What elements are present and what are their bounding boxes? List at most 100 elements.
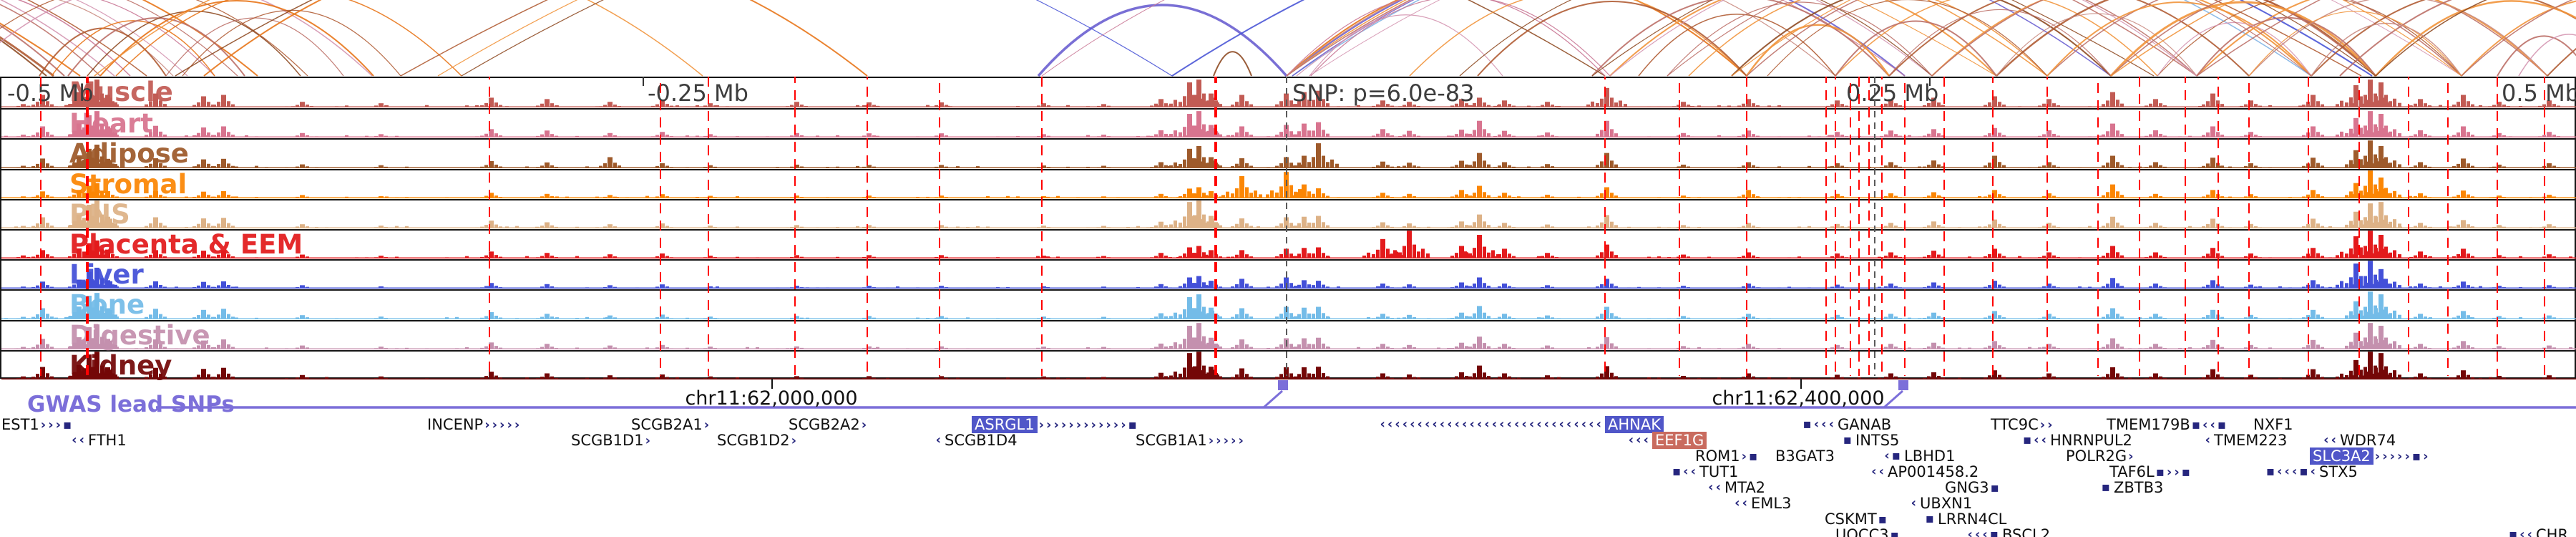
gene-item: ‹‹ MTA2 bbox=[1708, 479, 1766, 496]
gene-item: ‹‹ EML3 bbox=[1735, 495, 1791, 511]
interaction-arc bbox=[1996, 0, 2376, 77]
interaction-arc bbox=[1409, 0, 1747, 77]
interaction-arc bbox=[1591, 0, 2376, 77]
interaction-arc bbox=[1213, 51, 1252, 77]
gene-strand-arrows: ›› bbox=[2039, 417, 2055, 432]
signal-svg bbox=[1, 322, 2576, 349]
gene-item: ‹‹ WDR74 bbox=[2323, 432, 2396, 448]
track-row-liver: Liver bbox=[1, 259, 2576, 289]
interaction-arc bbox=[2046, 1, 2312, 77]
interaction-arc bbox=[1745, 24, 1890, 77]
interaction-arc bbox=[1746, 0, 2197, 77]
gene-label: GANAB bbox=[1838, 416, 1892, 433]
gene-strand-arrows: ››››››››››››▪ bbox=[1038, 417, 1139, 432]
gene-strand-arrows: › bbox=[861, 417, 869, 432]
gene-label: INTS5 bbox=[1855, 432, 1900, 449]
gene-label: MTA2 bbox=[1724, 479, 1766, 496]
gene-label: TUT1 bbox=[1699, 463, 1739, 480]
interaction-arc bbox=[1286, 0, 1606, 77]
gene-item: ‹ TMEM223 bbox=[2205, 432, 2288, 449]
interaction-arc bbox=[2375, 0, 2576, 77]
gene-item: SCGB2A2 › bbox=[789, 417, 869, 433]
gene-strand-arrows: ‹‹‹‹‹‹‹‹‹‹‹‹‹‹‹‹‹‹‹‹‹‹‹‹‹‹‹‹‹‹ bbox=[1380, 417, 1604, 432]
gene-strand-arrows: ▪ bbox=[1925, 511, 1936, 526]
gene-label: CSKMT bbox=[1825, 511, 1877, 528]
signal-svg bbox=[1, 111, 2576, 138]
track-label: Placenta & EEM bbox=[69, 229, 303, 260]
interaction-arc bbox=[0, 0, 373, 77]
signal-svg bbox=[1, 352, 2576, 379]
gene-item: INCENP ››››› bbox=[427, 417, 522, 433]
gene-strand-arrows: ››››› bbox=[1208, 433, 1246, 448]
gene-item: ▪ INTS5 bbox=[1843, 432, 1900, 449]
track-row-adipose: Adipose bbox=[1, 138, 2576, 168]
gene-strand-arrows: ▪ bbox=[1843, 432, 1854, 448]
ruler-label: 0.5 Mb bbox=[2502, 79, 2576, 107]
ruler-label: -0.25 Mb bbox=[648, 79, 748, 107]
interaction-arc bbox=[2110, 0, 2548, 77]
interaction-arc bbox=[126, 0, 238, 77]
signal-svg bbox=[1, 231, 2576, 259]
interaction-arc bbox=[1767, 0, 2048, 77]
interaction-arc bbox=[2375, 0, 2488, 77]
gene-strand-arrows: › bbox=[703, 417, 712, 432]
gene-item: ▪‹‹ TUT1 bbox=[1672, 463, 1739, 480]
track-row-digestive: Digestive bbox=[1, 319, 2576, 350]
ruler-label: 0.25 Mb bbox=[1846, 79, 1939, 107]
gene-label: SCGB1D1 bbox=[571, 432, 644, 449]
chromosome-coordinate: chr11:62,000,000 bbox=[685, 387, 858, 410]
gene-label: AP001458.2 bbox=[1888, 463, 1979, 480]
gene-label: TMEM179B bbox=[2107, 416, 2190, 433]
gene-label: CHR bbox=[2536, 526, 2569, 537]
gene-item: SCGB1D1 › bbox=[571, 432, 653, 449]
interaction-arc bbox=[1309, 14, 1503, 77]
track-label: Liver bbox=[69, 259, 144, 291]
track-label: Bone bbox=[69, 289, 145, 321]
gene-strand-arrows: ▪ bbox=[1890, 528, 1901, 537]
gene-item: ▪‹‹ HNRNPUL2 bbox=[2023, 432, 2132, 448]
gene-label: ASRGL1 bbox=[972, 416, 1038, 433]
interaction-arc bbox=[0, 0, 308, 77]
gene-label: TTC9C bbox=[1991, 416, 2039, 433]
track-row-heart: Heart bbox=[1, 108, 2576, 138]
gene-item: ‹‹ AP001458.2 bbox=[1871, 463, 1979, 480]
gene-item: ▪‹‹‹ GANAB bbox=[1803, 416, 1892, 433]
gene-strand-arrows: ‹‹ bbox=[72, 432, 87, 448]
gene-strand-arrows: ›▪ bbox=[1741, 449, 1760, 464]
interaction-arc bbox=[1996, 13, 2197, 77]
interaction-arc bbox=[1731, 0, 2462, 77]
snp-guide-lines-layer bbox=[40, 77, 2545, 376]
gene-label: LBHD1 bbox=[1904, 448, 1956, 465]
gene-strand-arrows: ‹‹ bbox=[1735, 495, 1750, 511]
gene-item: CSKMT ▪ bbox=[1825, 511, 1889, 528]
gene-label: FTH1 bbox=[88, 432, 127, 449]
gene-item: SCGB1A1 ››››› bbox=[1136, 432, 1246, 449]
gene-strand-arrows: ‹‹ bbox=[2323, 432, 2338, 448]
interaction-arc bbox=[1310, 0, 1611, 77]
interaction-arc bbox=[2339, 0, 2453, 77]
gene-label: UBXN1 bbox=[1920, 495, 1973, 512]
track-row-stromal: Stromal bbox=[1, 168, 2576, 199]
gene-label: EEF1G bbox=[1652, 432, 1707, 449]
gene-strand-arrows: › bbox=[791, 433, 799, 448]
interaction-arc bbox=[0, 4, 101, 77]
interaction-arc bbox=[1931, 0, 2376, 77]
interaction-arc bbox=[67, 17, 245, 77]
gene-label: SLC3A2 bbox=[2310, 448, 2373, 465]
gene-strand-arrows: ▪‹‹‹ bbox=[1802, 417, 1836, 432]
gwas-track-label: GWAS lead SNPs bbox=[27, 392, 235, 417]
interaction-arc bbox=[2518, 34, 2576, 77]
interaction-arc bbox=[1609, 0, 1997, 77]
gene-label: SCGB1D4 bbox=[945, 432, 1018, 449]
gene-label: SCGB2A2 bbox=[789, 416, 860, 433]
gene-label: AHNAK bbox=[1605, 416, 1664, 433]
gene-label: TMEM223 bbox=[2214, 432, 2288, 449]
track-label: Adipose bbox=[69, 138, 189, 170]
gene-strand-arrows: ‹‹ bbox=[1871, 464, 1886, 479]
gene-item: TAF6L ▪››▪ bbox=[2109, 464, 2192, 480]
gene-strand-arrows: ‹ bbox=[2205, 432, 2212, 448]
signal-svg bbox=[1, 170, 2576, 198]
interaction-arc bbox=[99, 0, 374, 77]
signal-svg bbox=[1, 140, 2576, 168]
track-label: PNS bbox=[69, 198, 130, 230]
